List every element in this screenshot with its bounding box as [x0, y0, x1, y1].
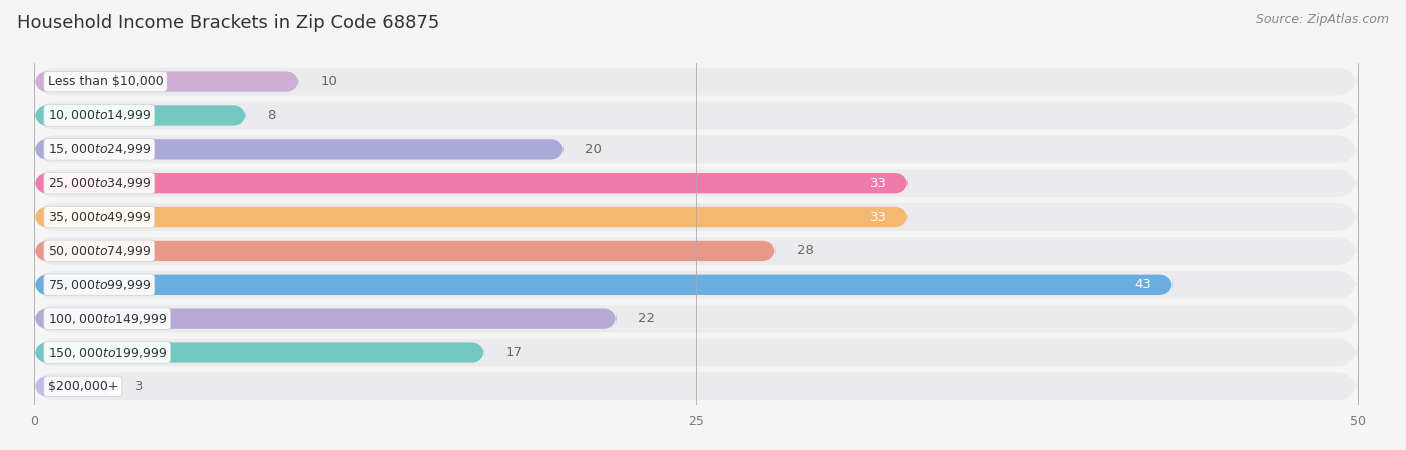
FancyBboxPatch shape	[34, 376, 114, 396]
Text: $100,000 to $149,999: $100,000 to $149,999	[48, 312, 167, 326]
FancyBboxPatch shape	[34, 309, 617, 329]
FancyBboxPatch shape	[34, 105, 246, 126]
FancyBboxPatch shape	[34, 339, 1358, 366]
FancyBboxPatch shape	[34, 173, 908, 194]
FancyBboxPatch shape	[34, 342, 484, 363]
FancyBboxPatch shape	[34, 274, 1173, 295]
FancyBboxPatch shape	[34, 373, 1358, 400]
FancyBboxPatch shape	[34, 135, 1358, 163]
Text: 8: 8	[267, 109, 276, 122]
FancyBboxPatch shape	[34, 241, 775, 261]
Text: $10,000 to $14,999: $10,000 to $14,999	[48, 108, 150, 122]
FancyBboxPatch shape	[34, 68, 1358, 95]
Text: $15,000 to $24,999: $15,000 to $24,999	[48, 142, 150, 156]
Text: 33: 33	[869, 211, 887, 224]
Text: $75,000 to $99,999: $75,000 to $99,999	[48, 278, 150, 292]
FancyBboxPatch shape	[34, 203, 1358, 231]
FancyBboxPatch shape	[34, 271, 1358, 299]
Text: 20: 20	[585, 143, 602, 156]
FancyBboxPatch shape	[34, 102, 1358, 129]
Text: 28: 28	[797, 244, 814, 257]
FancyBboxPatch shape	[34, 139, 564, 159]
FancyBboxPatch shape	[34, 237, 1358, 265]
Text: Household Income Brackets in Zip Code 68875: Household Income Brackets in Zip Code 68…	[17, 14, 439, 32]
Text: $50,000 to $74,999: $50,000 to $74,999	[48, 244, 150, 258]
Text: 33: 33	[869, 177, 887, 190]
Text: $200,000+: $200,000+	[48, 380, 118, 393]
FancyBboxPatch shape	[34, 169, 1358, 197]
FancyBboxPatch shape	[34, 305, 1358, 333]
Text: 3: 3	[135, 380, 143, 393]
Text: 17: 17	[505, 346, 523, 359]
FancyBboxPatch shape	[34, 72, 299, 92]
Text: Source: ZipAtlas.com: Source: ZipAtlas.com	[1256, 14, 1389, 27]
Text: $35,000 to $49,999: $35,000 to $49,999	[48, 210, 150, 224]
Text: 43: 43	[1135, 278, 1152, 291]
Text: 10: 10	[321, 75, 337, 88]
Text: 22: 22	[638, 312, 655, 325]
Text: $25,000 to $34,999: $25,000 to $34,999	[48, 176, 150, 190]
FancyBboxPatch shape	[34, 207, 908, 227]
Text: Less than $10,000: Less than $10,000	[48, 75, 163, 88]
Text: $150,000 to $199,999: $150,000 to $199,999	[48, 346, 167, 360]
